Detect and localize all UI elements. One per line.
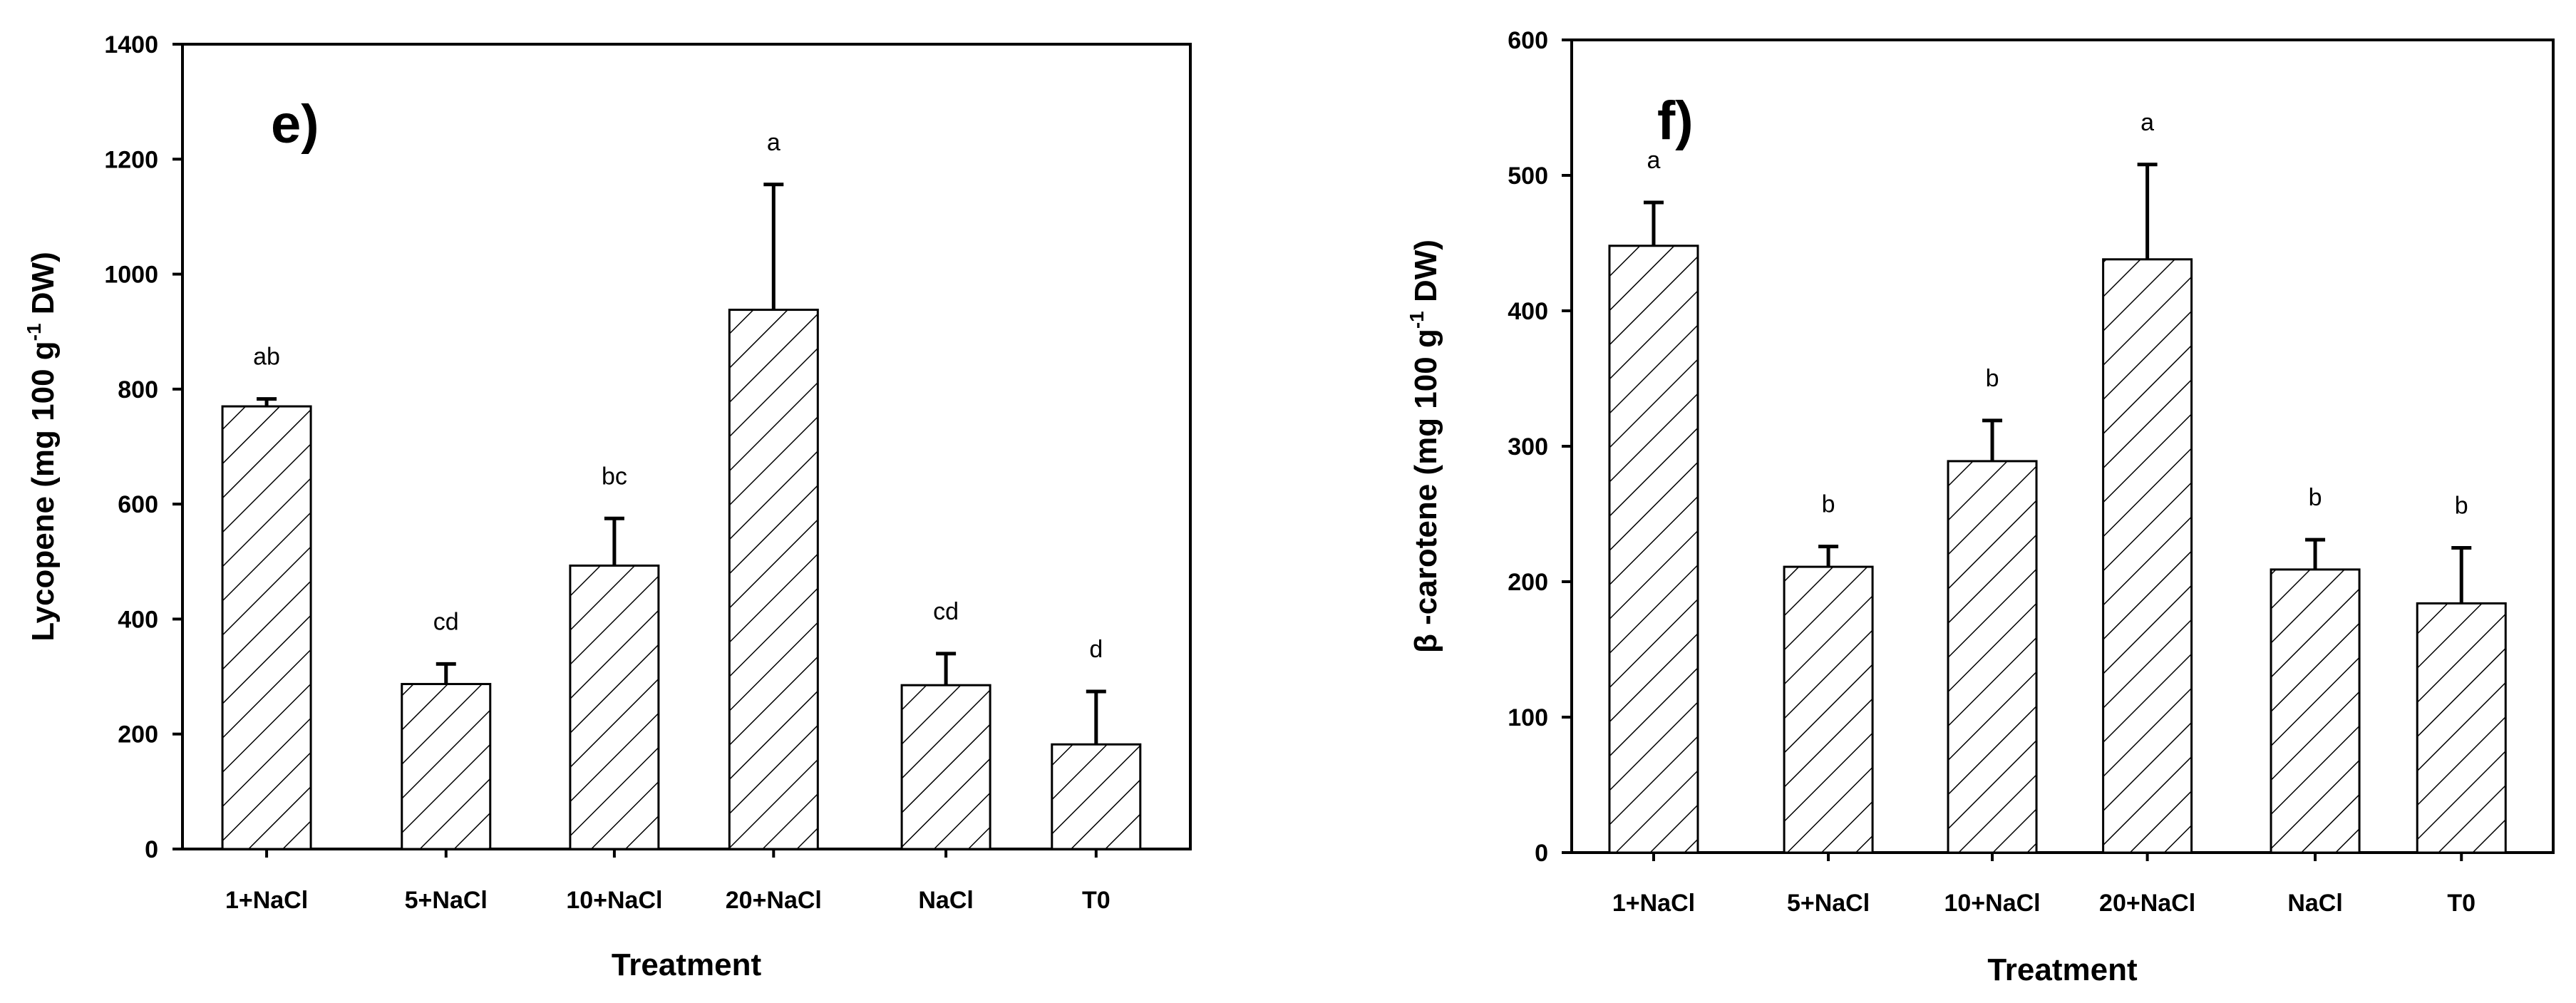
bar bbox=[728, 309, 819, 850]
y-tick-label: 500 bbox=[1508, 163, 1548, 190]
panel-label: f) bbox=[1657, 91, 1694, 151]
significance-letter: a bbox=[2140, 109, 2154, 136]
x-tick-label: 1+NaCl bbox=[1612, 890, 1695, 917]
bar bbox=[1783, 565, 1874, 854]
x-tick-label: 20+NaCl bbox=[2099, 890, 2195, 917]
x-tick-label: 1+NaCl bbox=[225, 887, 308, 914]
bar bbox=[1608, 245, 1699, 854]
x-axis-title: Treatment bbox=[612, 947, 762, 982]
y-tick-label: 1200 bbox=[104, 146, 158, 173]
x-axis-title: Treatment bbox=[1987, 952, 2138, 987]
y-axis-title-tail: DW) bbox=[26, 252, 61, 323]
y-tick-label: 1400 bbox=[104, 31, 158, 58]
x-tick-label: NaCl bbox=[918, 887, 973, 914]
y-axis-title-superscript: -1 bbox=[1406, 311, 1428, 329]
x-tick-label: 10+NaCl bbox=[1944, 890, 2040, 917]
bar bbox=[401, 683, 492, 850]
plot-frame bbox=[1570, 38, 2555, 854]
y-axis-title: Lycopene (mg 100 g-1 DW) bbox=[23, 252, 61, 641]
bar bbox=[1051, 743, 1142, 850]
chart-panel-e: 0 200 400 600 800 1000 1200 1400 1+NaCl ab 5+NaCl c… bbox=[23, 31, 1192, 982]
bar bbox=[569, 564, 660, 850]
bar bbox=[2416, 602, 2507, 854]
significance-letter: b bbox=[1822, 491, 1835, 518]
bar bbox=[2270, 568, 2361, 854]
y-tick-label: 400 bbox=[1508, 298, 1548, 325]
y-tick-label: 800 bbox=[118, 376, 158, 403]
y-axis-title-superscript: -1 bbox=[23, 323, 45, 341]
y-axis-title: β -carotene (mg 100 g-1 DW) bbox=[1406, 240, 1443, 653]
significance-letter: a bbox=[1647, 147, 1661, 174]
significance-letter: d bbox=[1089, 636, 1103, 663]
y-tick-label: 0 bbox=[1535, 840, 1548, 867]
x-tick-label: 5+NaCl bbox=[1787, 890, 1870, 917]
y-axis-title-tail: DW) bbox=[1408, 240, 1443, 311]
significance-letter: a bbox=[767, 129, 780, 156]
panel-label: e) bbox=[271, 94, 319, 155]
y-tick-label: 100 bbox=[1508, 704, 1548, 731]
y-tick-label: 0 bbox=[145, 836, 158, 863]
y-tick-label: 600 bbox=[1508, 27, 1548, 54]
y-tick-label: 400 bbox=[118, 606, 158, 633]
significance-letter: b bbox=[1986, 365, 1999, 392]
x-tick-label: 10+NaCl bbox=[566, 887, 662, 914]
significance-letter: bc bbox=[602, 463, 627, 490]
y-tick-label: 200 bbox=[1508, 569, 1548, 596]
y-tick-label: 600 bbox=[118, 491, 158, 518]
significance-letter: ab bbox=[253, 344, 280, 371]
significance-letter: cd bbox=[433, 608, 459, 635]
significance-letter: cd bbox=[933, 598, 959, 625]
chart-panel-f: 0 100 200 300 400 500 600 1+NaCl a 5+NaCl b 10+NaCl… bbox=[1406, 27, 2555, 987]
significance-letter: b bbox=[2309, 484, 2322, 511]
plot-frame bbox=[181, 43, 1192, 850]
y-tick-label: 200 bbox=[118, 721, 158, 749]
x-tick-label: T0 bbox=[1082, 887, 1111, 914]
x-tick-label: T0 bbox=[2447, 890, 2475, 917]
x-tick-label: 5+NaCl bbox=[405, 887, 488, 914]
y-axis-title-main: Lycopene (mg 100 g bbox=[26, 341, 61, 641]
significance-letter: b bbox=[2455, 493, 2468, 520]
y-tick-label: 1000 bbox=[104, 262, 158, 289]
bar bbox=[1947, 460, 2038, 854]
x-tick-label: 20+NaCl bbox=[726, 887, 822, 914]
bar bbox=[2102, 258, 2193, 854]
y-axis-title-main: β -carotene (mg 100 g bbox=[1408, 329, 1443, 653]
bar bbox=[221, 405, 312, 850]
y-tick-label: 300 bbox=[1508, 433, 1548, 461]
x-tick-label: NaCl bbox=[2287, 890, 2342, 917]
bar bbox=[900, 684, 991, 850]
